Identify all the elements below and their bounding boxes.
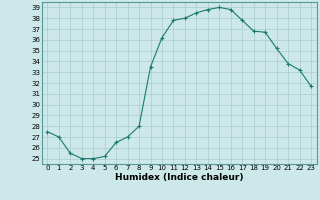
X-axis label: Humidex (Indice chaleur): Humidex (Indice chaleur): [115, 173, 244, 182]
